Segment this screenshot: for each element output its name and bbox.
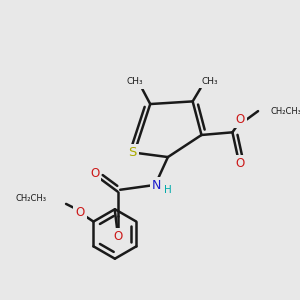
Text: N: N	[152, 179, 161, 192]
Text: O: O	[76, 206, 85, 219]
Text: CH₃: CH₃	[201, 76, 218, 85]
Text: O: O	[90, 167, 99, 180]
Text: S: S	[128, 146, 137, 159]
Text: O: O	[236, 112, 245, 126]
Text: CH₂CH₃: CH₂CH₃	[16, 194, 46, 203]
Text: O: O	[113, 230, 122, 243]
Text: CH₃: CH₃	[127, 77, 143, 86]
Text: H: H	[164, 185, 172, 195]
Text: CH₂CH₃: CH₂CH₃	[270, 106, 300, 116]
Text: O: O	[236, 157, 245, 170]
